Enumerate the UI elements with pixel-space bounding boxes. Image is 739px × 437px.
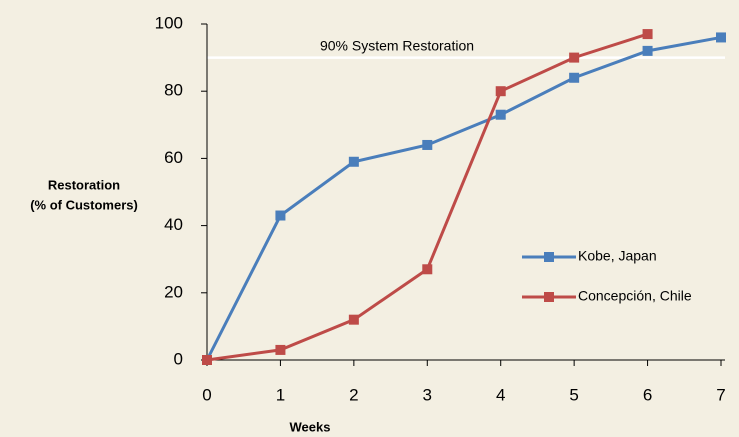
x-tick-label: 5 xyxy=(569,385,578,404)
marker xyxy=(422,139,433,150)
marker xyxy=(422,264,433,275)
marker xyxy=(495,109,506,120)
x-tick-label: 4 xyxy=(496,385,505,404)
y-tick-label: 100 xyxy=(155,13,183,32)
y-tick-label: 60 xyxy=(164,148,183,167)
legend-label: Concepción, Chile xyxy=(578,288,692,304)
y-tick-label: 40 xyxy=(164,215,183,234)
x-tick-label: 7 xyxy=(716,385,725,404)
marker xyxy=(202,355,212,365)
y-tick-label: 20 xyxy=(164,282,183,301)
series-line xyxy=(206,32,649,362)
legend-label: Kobe, Japan xyxy=(578,248,657,264)
marker xyxy=(275,344,286,355)
x-tick-label: 3 xyxy=(423,385,432,404)
marker xyxy=(716,32,726,43)
reference-label: 90% System Restoration xyxy=(320,37,474,53)
y-tick-label: 80 xyxy=(164,81,183,100)
x-tick-label: 6 xyxy=(643,385,652,404)
marker xyxy=(348,314,359,325)
marker xyxy=(275,210,286,221)
legend-marker xyxy=(544,292,554,302)
marker xyxy=(642,45,653,56)
marker xyxy=(642,29,653,40)
x-tick-label: 2 xyxy=(349,385,358,404)
x-tick-label: 1 xyxy=(276,385,285,404)
x-axis-label: Weeks xyxy=(290,419,331,434)
marker xyxy=(495,86,506,97)
y-axis-label: (% of Customers) xyxy=(30,197,138,212)
x-tick-label: 0 xyxy=(202,385,211,404)
legend-marker xyxy=(544,252,554,262)
marker xyxy=(569,52,580,63)
y-axis-label: Restoration xyxy=(48,177,120,192)
series-line xyxy=(205,35,722,361)
marker xyxy=(569,72,580,83)
y-tick-label: 0 xyxy=(174,349,183,368)
marker xyxy=(348,156,359,167)
